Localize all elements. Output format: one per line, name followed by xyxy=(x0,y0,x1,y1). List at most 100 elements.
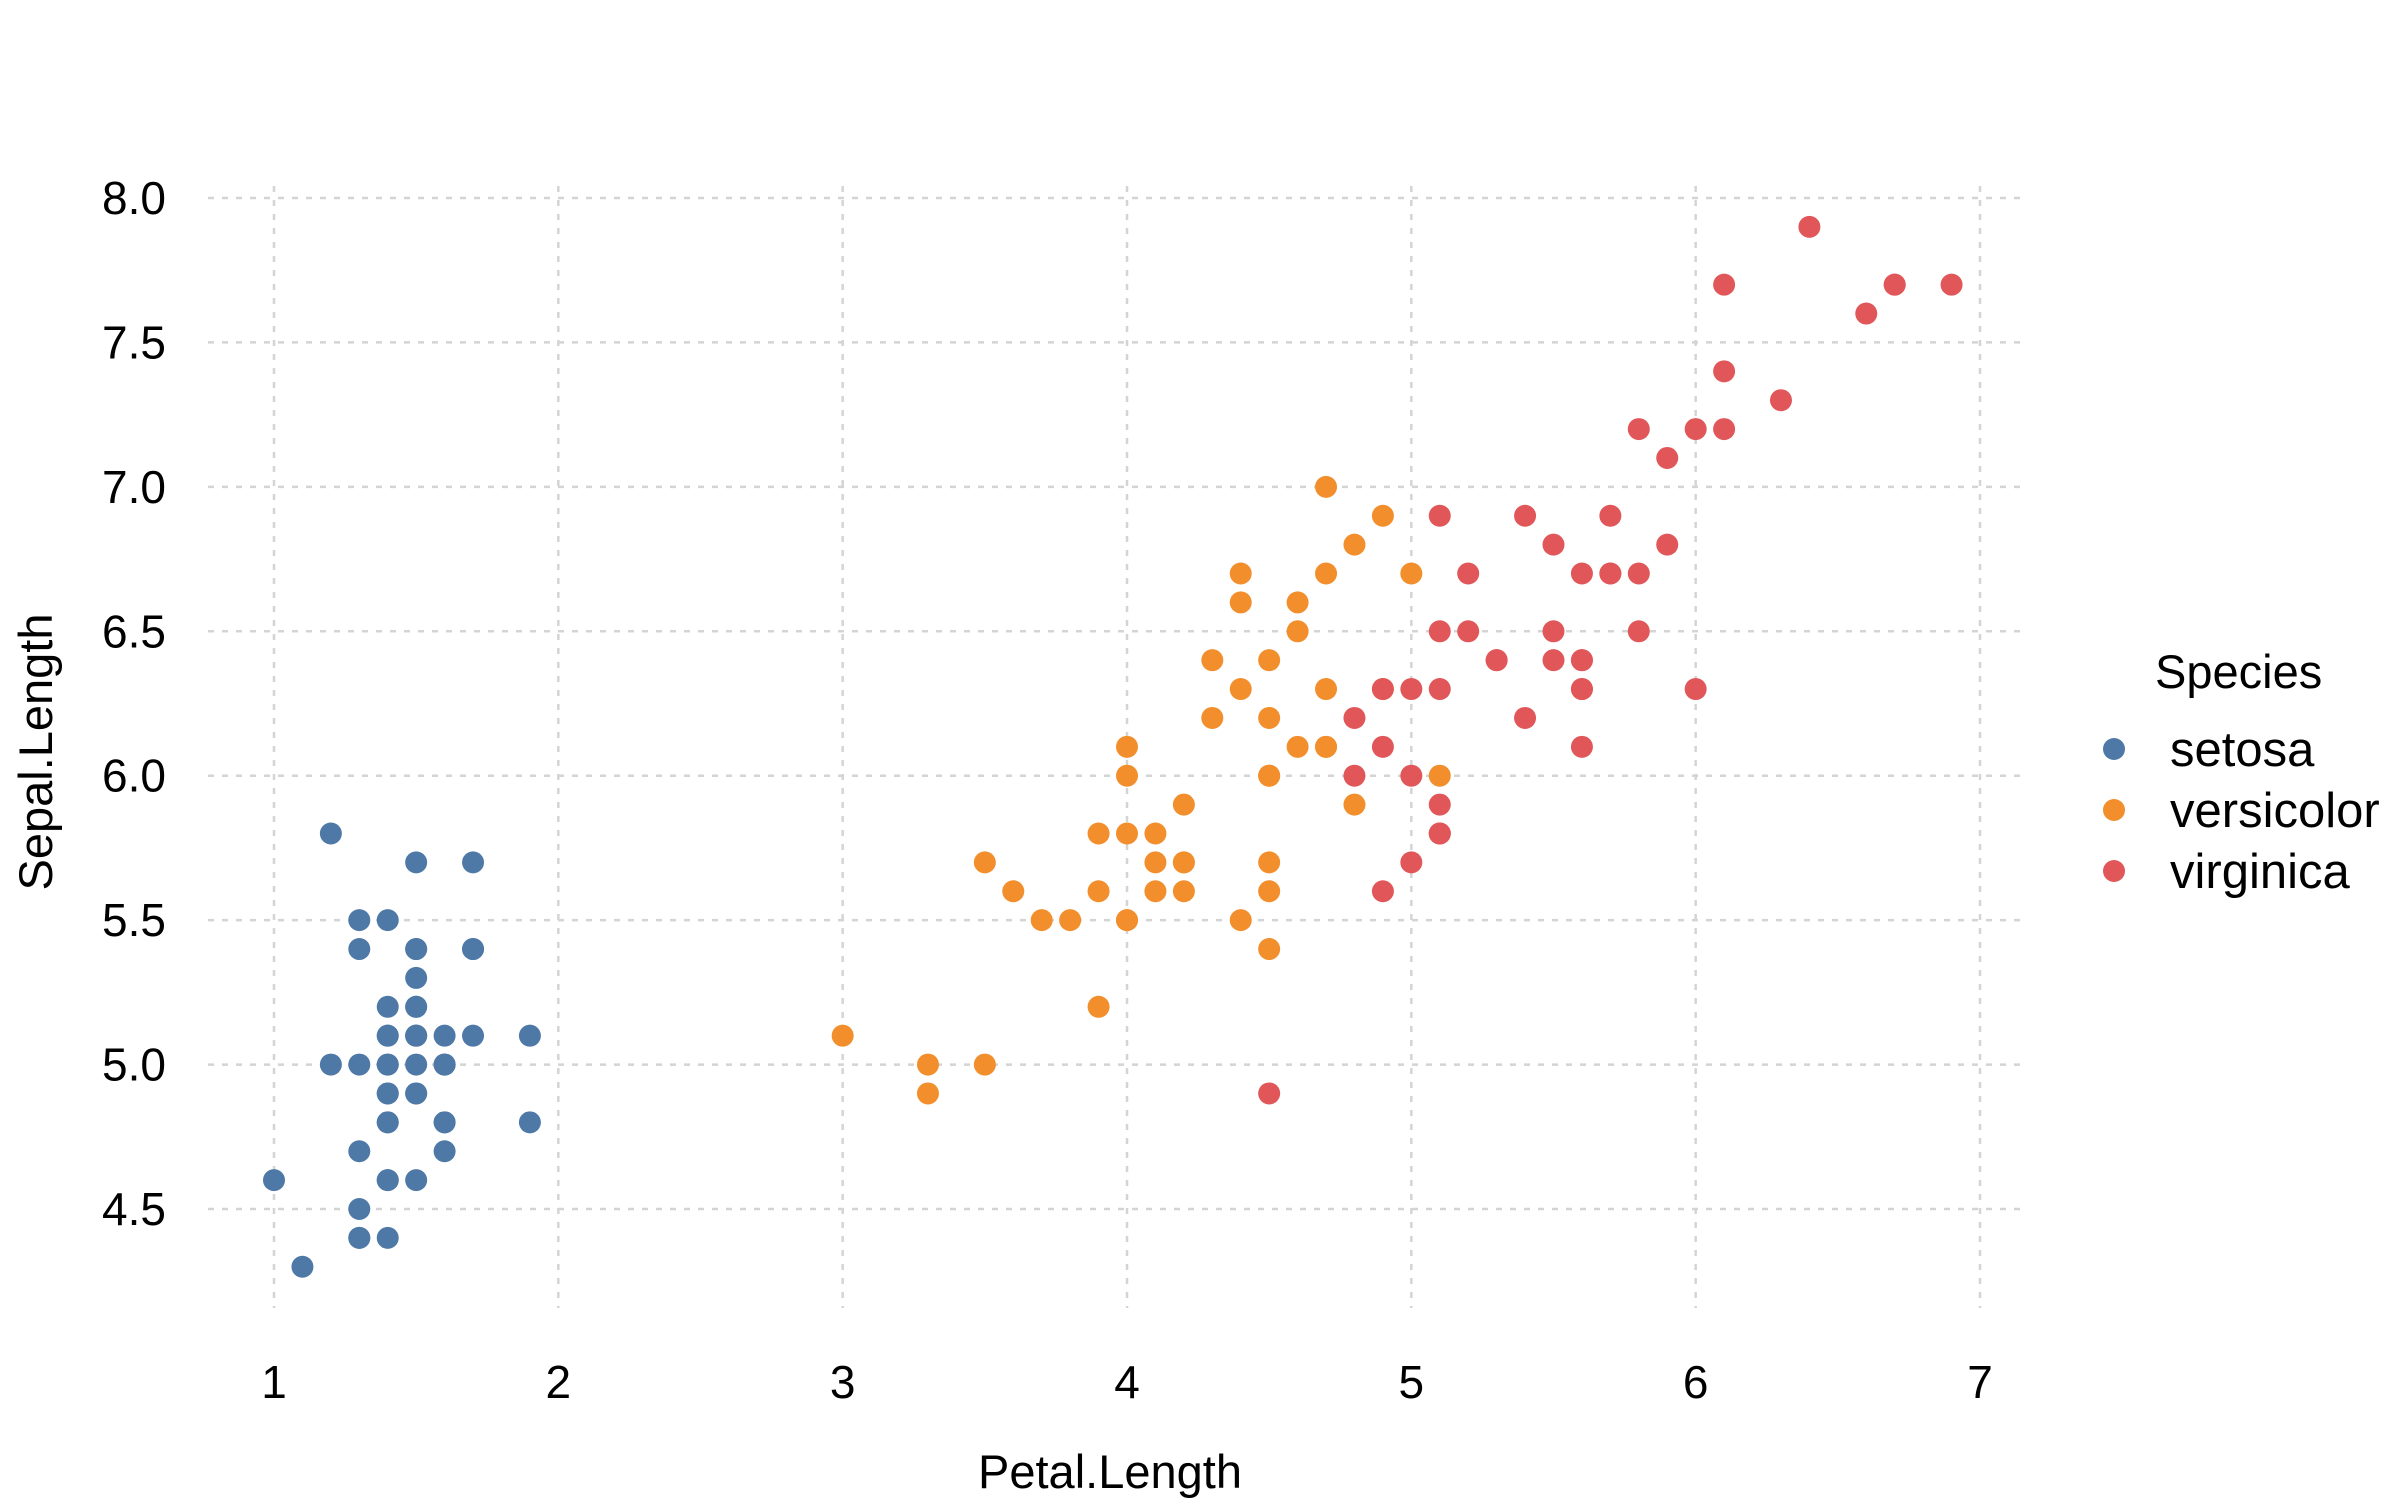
point-virginica xyxy=(1570,735,1593,758)
point-setosa xyxy=(405,995,428,1018)
point-virginica xyxy=(1371,735,1394,758)
point-virginica xyxy=(1627,562,1650,585)
point-setosa xyxy=(433,1111,456,1134)
point-setosa xyxy=(376,909,399,932)
point-versicolor xyxy=(1144,851,1167,874)
point-virginica xyxy=(1428,504,1451,527)
point-virginica xyxy=(1542,533,1565,556)
point-versicolor xyxy=(1315,475,1338,498)
y-tick-label: 6.0 xyxy=(102,750,166,802)
point-setosa xyxy=(376,1024,399,1047)
point-versicolor xyxy=(973,1053,996,1076)
point-virginica xyxy=(1713,360,1736,383)
point-setosa xyxy=(348,1198,371,1220)
x-tick-label: 1 xyxy=(261,1356,287,1408)
point-virginica xyxy=(1428,620,1451,643)
x-axis-title: Petal.Length xyxy=(978,1445,1242,1498)
point-virginica xyxy=(1428,678,1451,701)
point-virginica xyxy=(1855,302,1878,325)
point-setosa xyxy=(462,938,485,961)
point-versicolor xyxy=(1343,533,1366,556)
point-virginica xyxy=(1570,678,1593,701)
point-versicolor xyxy=(1116,764,1138,787)
point-versicolor xyxy=(916,1082,939,1105)
point-virginica xyxy=(1656,446,1679,469)
x-axis-ticks: 1 2 3 4 5 6 7 xyxy=(261,1356,1993,1408)
point-setosa xyxy=(376,1053,399,1076)
point-setosa xyxy=(405,1024,428,1047)
point-versicolor xyxy=(1201,649,1224,672)
y-axis-title: Sepal.Length xyxy=(9,613,62,890)
point-versicolor xyxy=(1428,764,1451,787)
point-setosa xyxy=(405,1169,428,1192)
legend-label: setosa xyxy=(2170,723,2315,777)
point-versicolor xyxy=(1315,678,1338,701)
x-tick-label: 2 xyxy=(546,1356,572,1408)
point-versicolor xyxy=(916,1053,939,1076)
point-versicolor xyxy=(1144,880,1167,903)
point-virginica xyxy=(1684,678,1707,701)
point-virginica xyxy=(1343,706,1366,729)
point-setosa xyxy=(518,1111,541,1134)
point-virginica xyxy=(1343,764,1366,787)
point-versicolor xyxy=(1087,995,1110,1018)
point-versicolor xyxy=(1315,562,1338,585)
y-axis-ticks: 4.5 5.0 5.5 6.0 6.5 7.0 7.5 8.0 xyxy=(102,172,166,1235)
point-versicolor xyxy=(1116,909,1138,932)
point-versicolor xyxy=(831,1024,854,1047)
point-versicolor xyxy=(1030,909,1053,932)
point-virginica xyxy=(1400,678,1423,701)
point-setosa xyxy=(348,938,371,961)
point-versicolor xyxy=(1229,591,1252,614)
point-versicolor xyxy=(1172,880,1195,903)
point-virginica xyxy=(1428,822,1451,845)
point-setosa xyxy=(263,1169,285,1192)
x-tick-label: 7 xyxy=(1967,1356,1993,1408)
point-setosa xyxy=(376,1111,399,1134)
grid-lines xyxy=(208,186,2020,1308)
point-setosa xyxy=(376,1169,399,1192)
point-virginica xyxy=(1258,1082,1281,1105)
point-versicolor xyxy=(1116,735,1138,758)
point-versicolor xyxy=(1144,822,1167,845)
point-versicolor xyxy=(1002,880,1025,903)
legend-marker-icon xyxy=(2103,799,2125,821)
point-virginica xyxy=(1514,504,1537,527)
point-setosa xyxy=(376,995,399,1018)
point-versicolor xyxy=(1087,822,1110,845)
point-virginica xyxy=(1371,678,1394,701)
y-tick-label: 7.0 xyxy=(102,461,166,513)
point-virginica xyxy=(1940,273,1963,296)
point-versicolor xyxy=(1172,851,1195,874)
point-setosa xyxy=(319,1053,342,1076)
point-versicolor xyxy=(1258,880,1281,903)
point-versicolor xyxy=(1286,591,1309,614)
point-versicolor xyxy=(1116,822,1138,845)
point-virginica xyxy=(1656,533,1679,556)
point-virginica xyxy=(1542,620,1565,643)
point-versicolor xyxy=(1087,880,1110,903)
point-versicolor xyxy=(1229,909,1252,932)
point-virginica xyxy=(1542,649,1565,672)
point-versicolor xyxy=(973,851,996,874)
point-versicolor xyxy=(1229,562,1252,585)
point-setosa xyxy=(405,1053,428,1076)
point-virginica xyxy=(1570,649,1593,672)
point-setosa xyxy=(348,1053,371,1076)
point-setosa xyxy=(348,1140,371,1163)
point-setosa xyxy=(433,1140,456,1163)
point-setosa xyxy=(462,851,485,874)
point-virginica xyxy=(1798,215,1821,238)
point-setosa xyxy=(348,1226,371,1249)
point-versicolor xyxy=(1059,909,1082,932)
point-virginica xyxy=(1713,273,1736,296)
y-tick-label: 5.5 xyxy=(102,894,166,946)
point-setosa xyxy=(518,1024,541,1047)
point-virginica xyxy=(1599,562,1622,585)
y-tick-label: 6.5 xyxy=(102,605,166,657)
point-versicolor xyxy=(1315,735,1338,758)
point-setosa xyxy=(348,909,371,932)
x-tick-label: 5 xyxy=(1399,1356,1425,1408)
legend-item-virginica: virginica xyxy=(2103,845,2350,899)
legend-title: Species xyxy=(2155,645,2322,698)
